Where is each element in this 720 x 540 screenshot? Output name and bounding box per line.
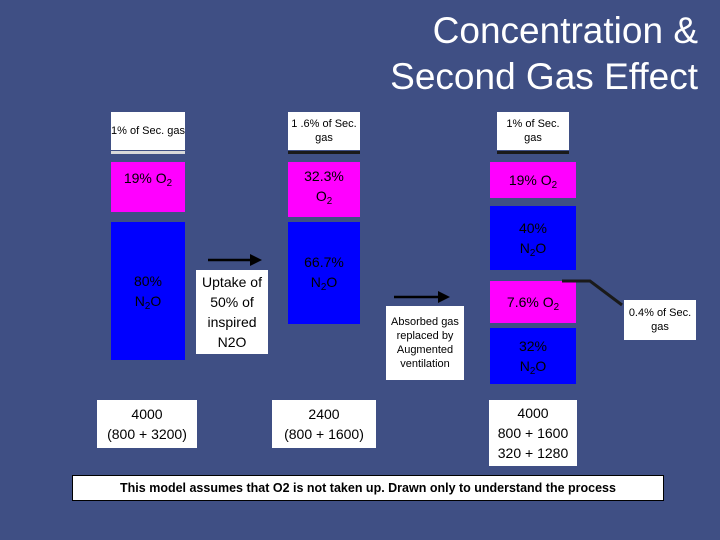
col2-n2o-label: 66.7% N2O: [304, 254, 344, 293]
col1-second-gas-bar: [111, 151, 185, 154]
absorbed-label-box: Absorbed gas replaced by Augmented venti…: [386, 306, 464, 380]
col3-line3: 320 + 1280: [497, 445, 569, 461]
col1-n2o-box: 80% N2O: [111, 222, 185, 360]
col1-oxygen-box: 19% O2: [111, 162, 185, 212]
uptake-arrow-icon: [208, 254, 262, 266]
col3-second-gas-box: 1% of Sec. gas: [497, 112, 569, 150]
col3-second-gas-label: 1% of Sec. gas: [506, 118, 560, 144]
sec-gas-pointer-line: [562, 279, 623, 307]
col3-oxygen-bottom-label: 7.6% O2: [506, 294, 560, 313]
col1-second-gas-box: 1% of Sec. gas: [111, 112, 185, 150]
col1-total-box: 4000 (800 + 3200): [97, 400, 197, 448]
sec-gas-side-label: 0.4% of Sec. gas: [628, 307, 692, 333]
col2-oxygen-box: 32.3% O2: [288, 162, 360, 217]
col2-oxygen-label: 32.3% O2: [304, 168, 344, 207]
col1-second-gas-label: 1% of Sec. gas: [111, 125, 185, 137]
sec-gas-side-box: 0.4% of Sec. gas: [624, 300, 696, 340]
col3-n2o-top-label: 40% N2O: [518, 220, 548, 259]
col3-total: 4000: [517, 405, 549, 421]
col3-n2o-top-box: 40% N2O: [490, 206, 576, 270]
absorbed-arrow-icon: [394, 291, 450, 303]
col1-total: 4000: [131, 406, 163, 422]
uptake-label: Uptake of 50% of inspired N2O: [202, 274, 262, 350]
col3-n2o-bottom-label: 32% N2O: [518, 338, 548, 377]
col3-total-box: 4000 800 + 1600 320 + 1280: [489, 400, 577, 466]
col1-n2o-label: 80% N2O: [133, 273, 163, 312]
col3-n2o-bottom-box: 32% N2O: [490, 328, 576, 384]
title-line-2: Second Gas Effect: [390, 56, 698, 97]
col2-total-box: 2400 (800 + 1600): [272, 400, 376, 448]
col3-line2: 800 + 1600: [497, 425, 569, 441]
col2-second-gas-bar: [288, 151, 360, 154]
model-note-text: This model assumes that O2 is not taken …: [120, 481, 616, 495]
col1-breakdown: (800 + 3200): [107, 426, 187, 442]
col2-second-gas-box: 1 .6% of Sec. gas: [288, 112, 360, 150]
col3-oxygen-bottom-box: 7.6% O2: [490, 281, 576, 323]
model-note: This model assumes that O2 is not taken …: [72, 475, 664, 501]
col2-n2o-box: 66.7% N2O: [288, 222, 360, 324]
slide-title: Concentration & Second Gas Effect: [278, 8, 698, 100]
title-line-1: Concentration &: [432, 10, 698, 51]
col2-breakdown: (800 + 1600): [284, 426, 364, 442]
col3-second-gas-bar: [497, 151, 569, 154]
absorbed-label: Absorbed gas replaced by Augmented venti…: [391, 316, 459, 370]
col1-oxygen-label: 19% O2: [123, 170, 173, 189]
col3-oxygen-top-label: 19% O2: [508, 172, 558, 191]
col2-second-gas-label: 1 .6% of Sec. gas: [291, 118, 357, 144]
col2-total: 2400: [308, 406, 340, 422]
col3-oxygen-top-box: 19% O2: [490, 162, 576, 198]
uptake-label-box: Uptake of 50% of inspired N2O: [196, 270, 268, 354]
